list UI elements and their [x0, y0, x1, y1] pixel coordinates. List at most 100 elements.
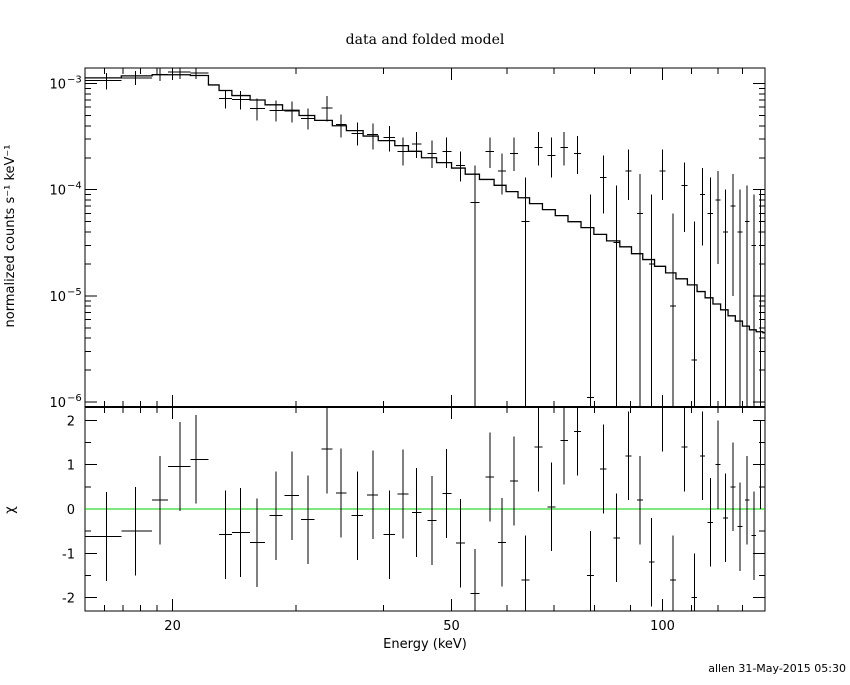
residual-point [670, 535, 676, 611]
y-tick-exponent: −5 [67, 287, 82, 298]
y-tick-label: 10 [49, 290, 66, 305]
data-point [573, 136, 582, 175]
residual-point [613, 493, 620, 583]
residual-point [455, 498, 466, 588]
data-point [85, 72, 122, 90]
data-point [335, 114, 347, 138]
data-point [321, 96, 333, 122]
data-point [383, 125, 395, 152]
residual-point [497, 497, 507, 587]
data-point [521, 177, 530, 407]
residual-point [470, 548, 480, 611]
residual-point [301, 475, 315, 564]
x-tick-label: 20 [164, 619, 181, 634]
residual-point [383, 490, 395, 580]
y-tick-exponent: −6 [67, 393, 82, 404]
data-point [691, 221, 698, 407]
data-point [737, 189, 743, 407]
residual-point [442, 449, 452, 538]
residual-point [751, 491, 757, 580]
chi-tick-label: -1 [62, 547, 75, 562]
data-point [758, 189, 763, 407]
y-axis-label-counts: normalized counts s⁻¹ keV⁻¹ [3, 145, 18, 328]
data-point [485, 137, 495, 169]
y-tick-exponent: −4 [67, 181, 82, 192]
residual-point [250, 498, 266, 588]
data-point [231, 91, 251, 110]
residual-point [730, 442, 736, 532]
chi-tick-label: 2 [67, 414, 75, 429]
residual-point [269, 471, 283, 560]
residual-point [659, 406, 666, 452]
lower-panel: 20 50 100 -2 -1 0 1 2 [62, 406, 766, 634]
data-point [744, 185, 750, 407]
chi-tick-label: 0 [67, 503, 75, 518]
chart-title: data and folded model [346, 32, 505, 48]
residual-point [367, 450, 379, 540]
upper-frame [84, 67, 766, 408]
data-point [250, 98, 266, 121]
residual-point [723, 473, 729, 563]
footer-timestamp: allen 31-May-2015 05:30 [708, 662, 846, 675]
residual-point [85, 492, 122, 581]
residual-point [510, 436, 519, 526]
data-point [534, 131, 543, 166]
residual-point [284, 451, 300, 541]
model-step-line [85, 74, 765, 334]
residual-point [321, 407, 333, 494]
residual-point [636, 455, 643, 545]
y-tick-label: 10 [49, 396, 66, 411]
data-point [648, 194, 655, 407]
residual-point [737, 482, 743, 572]
data-point [219, 89, 232, 109]
y-tick-label: 10 [49, 184, 66, 199]
data-point [681, 162, 688, 232]
data-point [723, 189, 729, 407]
residual-point [121, 486, 153, 576]
residual-point [167, 422, 191, 511]
data-point [367, 123, 379, 150]
data-point [547, 137, 556, 178]
y-axis-label-chi: χ [3, 506, 18, 514]
data-point [715, 171, 721, 264]
upper-panel: 10−310−410−510−6 [49, 67, 766, 411]
data-point [427, 140, 437, 169]
residual-point [648, 517, 655, 607]
residual-point [560, 407, 569, 485]
data-point [152, 68, 168, 81]
data-point [625, 149, 632, 201]
data-point [121, 71, 153, 85]
data-point [455, 151, 466, 182]
chi-tick-label: -2 [62, 592, 75, 607]
data-point [636, 174, 643, 407]
residual-point [219, 490, 232, 580]
data-point [613, 185, 620, 407]
residual-point [485, 432, 495, 522]
data-point [397, 137, 409, 166]
data-point [670, 213, 676, 407]
x-tick-label: 50 [443, 619, 460, 634]
data-point [599, 155, 607, 214]
residual-point [534, 407, 543, 492]
x-tick-label: 100 [650, 619, 675, 634]
chi-tick-label: 1 [67, 459, 75, 474]
data-point [442, 137, 452, 169]
data-point [699, 168, 706, 246]
data-point [351, 122, 364, 146]
data-point [707, 177, 713, 407]
residual-point [573, 407, 582, 476]
data-point [301, 108, 315, 130]
residual-point [744, 455, 750, 545]
data-point [167, 68, 191, 80]
residual-point [427, 476, 437, 565]
data-point [659, 149, 666, 201]
residual-point [715, 420, 721, 509]
residual-point [758, 420, 763, 509]
residual-point [411, 468, 422, 557]
residual-point [599, 424, 607, 514]
x-axis-label: Energy (keV) [383, 637, 467, 652]
data-point [284, 101, 300, 123]
residual-point [699, 411, 706, 501]
